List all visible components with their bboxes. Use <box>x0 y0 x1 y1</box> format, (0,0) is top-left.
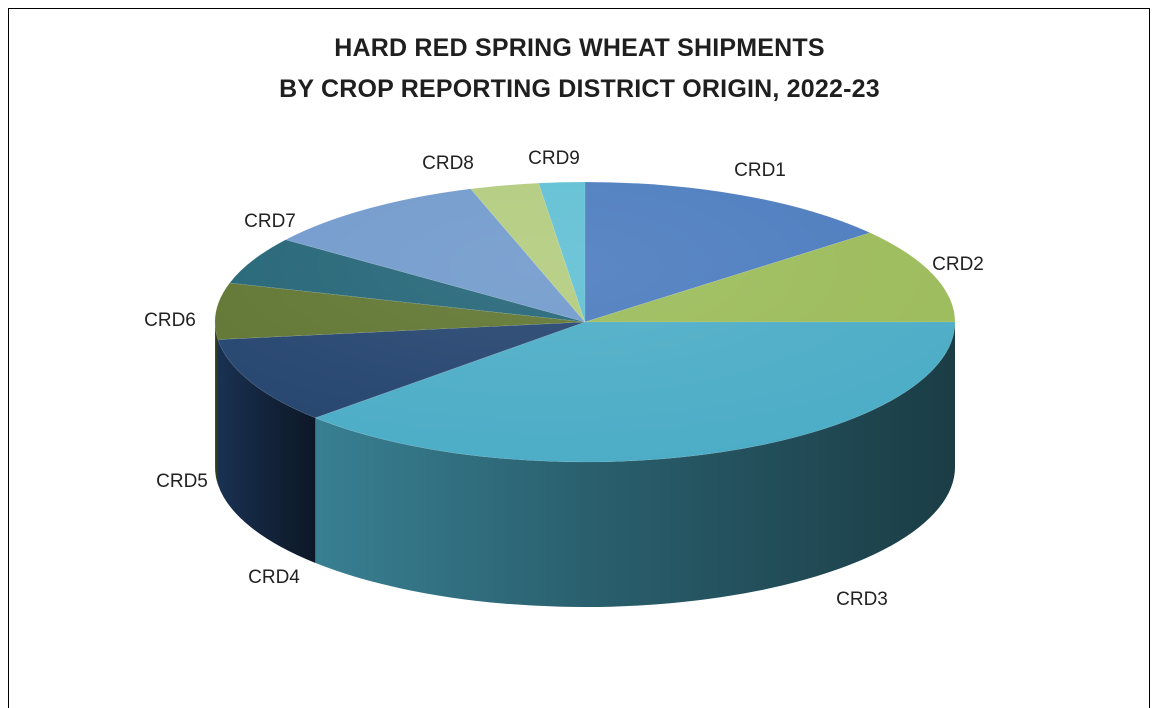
slice-label-crd8: CRD8 <box>422 153 474 174</box>
slice-side-shading-crd3 <box>315 322 955 608</box>
chart-title-line-1: HARD RED SPRING WHEAT SHIPMENTS <box>334 34 825 62</box>
slice-side-shading-crd5 <box>215 322 218 485</box>
slice-label-crd7: CRD7 <box>244 211 296 232</box>
slice-label-crd1: CRD1 <box>734 160 786 181</box>
chart-title-line-2: BY CROP REPORTING DISTRICT ORIGIN, 2022-… <box>279 75 880 103</box>
slice-label-crd6: CRD6 <box>144 310 196 331</box>
slice-side-shading-crd4 <box>217 339 316 563</box>
slice-label-crd4: CRD4 <box>248 567 300 588</box>
slice-label-crd9: CRD9 <box>528 148 580 169</box>
slice-label-crd3: CRD3 <box>836 589 888 610</box>
slice-label-crd2: CRD2 <box>932 254 984 275</box>
slice-label-crd5: CRD5 <box>156 471 208 492</box>
pie-top-shine <box>215 182 955 462</box>
